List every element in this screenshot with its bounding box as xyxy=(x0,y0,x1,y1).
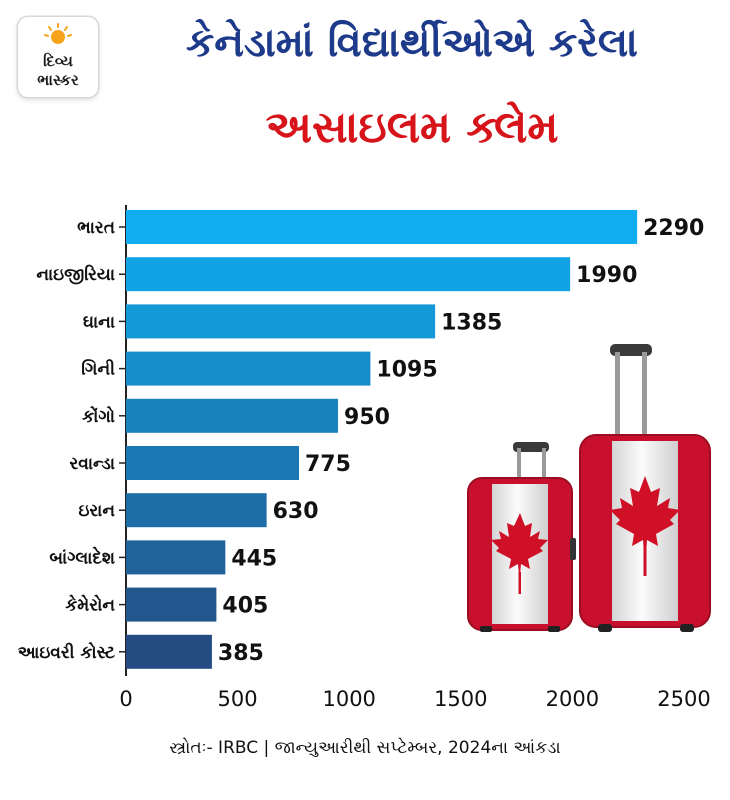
bar-4 xyxy=(126,351,371,386)
bar-1 xyxy=(126,210,638,244)
category-label: ભારત xyxy=(77,218,115,238)
category-label: કેમેરોન xyxy=(65,593,115,615)
sun-icon xyxy=(44,23,72,44)
canada-flag-suitcases-icon xyxy=(467,344,711,632)
category-label: રવાન્ડા xyxy=(69,454,115,474)
x-tick-label: 1500 xyxy=(434,687,487,711)
value-label: 630 xyxy=(273,499,319,524)
bar-10 xyxy=(126,634,212,669)
value-label: 1095 xyxy=(376,358,437,383)
value-label: 2290 xyxy=(643,216,704,241)
logo-line-1: દિવ્ય xyxy=(43,52,73,70)
category-label: આઇવરી કોસ્ટ xyxy=(18,641,115,663)
category-label: ગિની xyxy=(81,359,115,380)
value-label: 775 xyxy=(305,452,351,477)
page-title-line-1: કેનેડામાં વિદ્યાર્થીઓએ કરેલા xyxy=(186,20,638,66)
bar-2 xyxy=(126,257,571,292)
source-note: સ્ત્રોતઃ- IRBC | જાન્યુઆરીથી સપ્ટેમ્બર, … xyxy=(169,738,561,758)
page-title-line-2: અસાઇલમ ક્લેમ xyxy=(265,102,559,153)
logo-line-2: ભાસ્કર xyxy=(37,71,79,89)
value-label: 1385 xyxy=(441,310,502,335)
value-label: 385 xyxy=(218,641,264,666)
category-label: કોંગો xyxy=(82,405,115,427)
value-label: 405 xyxy=(222,594,268,619)
bar-8 xyxy=(126,540,226,575)
bar-5 xyxy=(126,398,339,433)
x-tick-label: 2500 xyxy=(657,687,710,711)
x-tick-label: 0 xyxy=(119,687,132,711)
value-label: 1990 xyxy=(576,263,637,288)
value-label: 950 xyxy=(344,405,390,430)
category-label: ઘાના xyxy=(83,312,115,332)
x-tick-label: 2000 xyxy=(546,687,599,711)
divya-bhaskar-logo: દિવ્ય ભાસ્કર xyxy=(18,17,98,97)
x-tick-label: 500 xyxy=(218,687,258,711)
value-label: 445 xyxy=(231,546,277,571)
category-label: બાંગ્લાદેશ xyxy=(49,546,115,569)
bar-9 xyxy=(126,587,217,622)
bar-3 xyxy=(126,304,436,339)
bar-7 xyxy=(126,493,267,528)
category-label: ઇરાન xyxy=(78,501,115,521)
x-tick-label: 1000 xyxy=(322,687,375,711)
bar-6 xyxy=(126,446,299,480)
category-label: નાઇજીરિયા xyxy=(36,264,115,285)
